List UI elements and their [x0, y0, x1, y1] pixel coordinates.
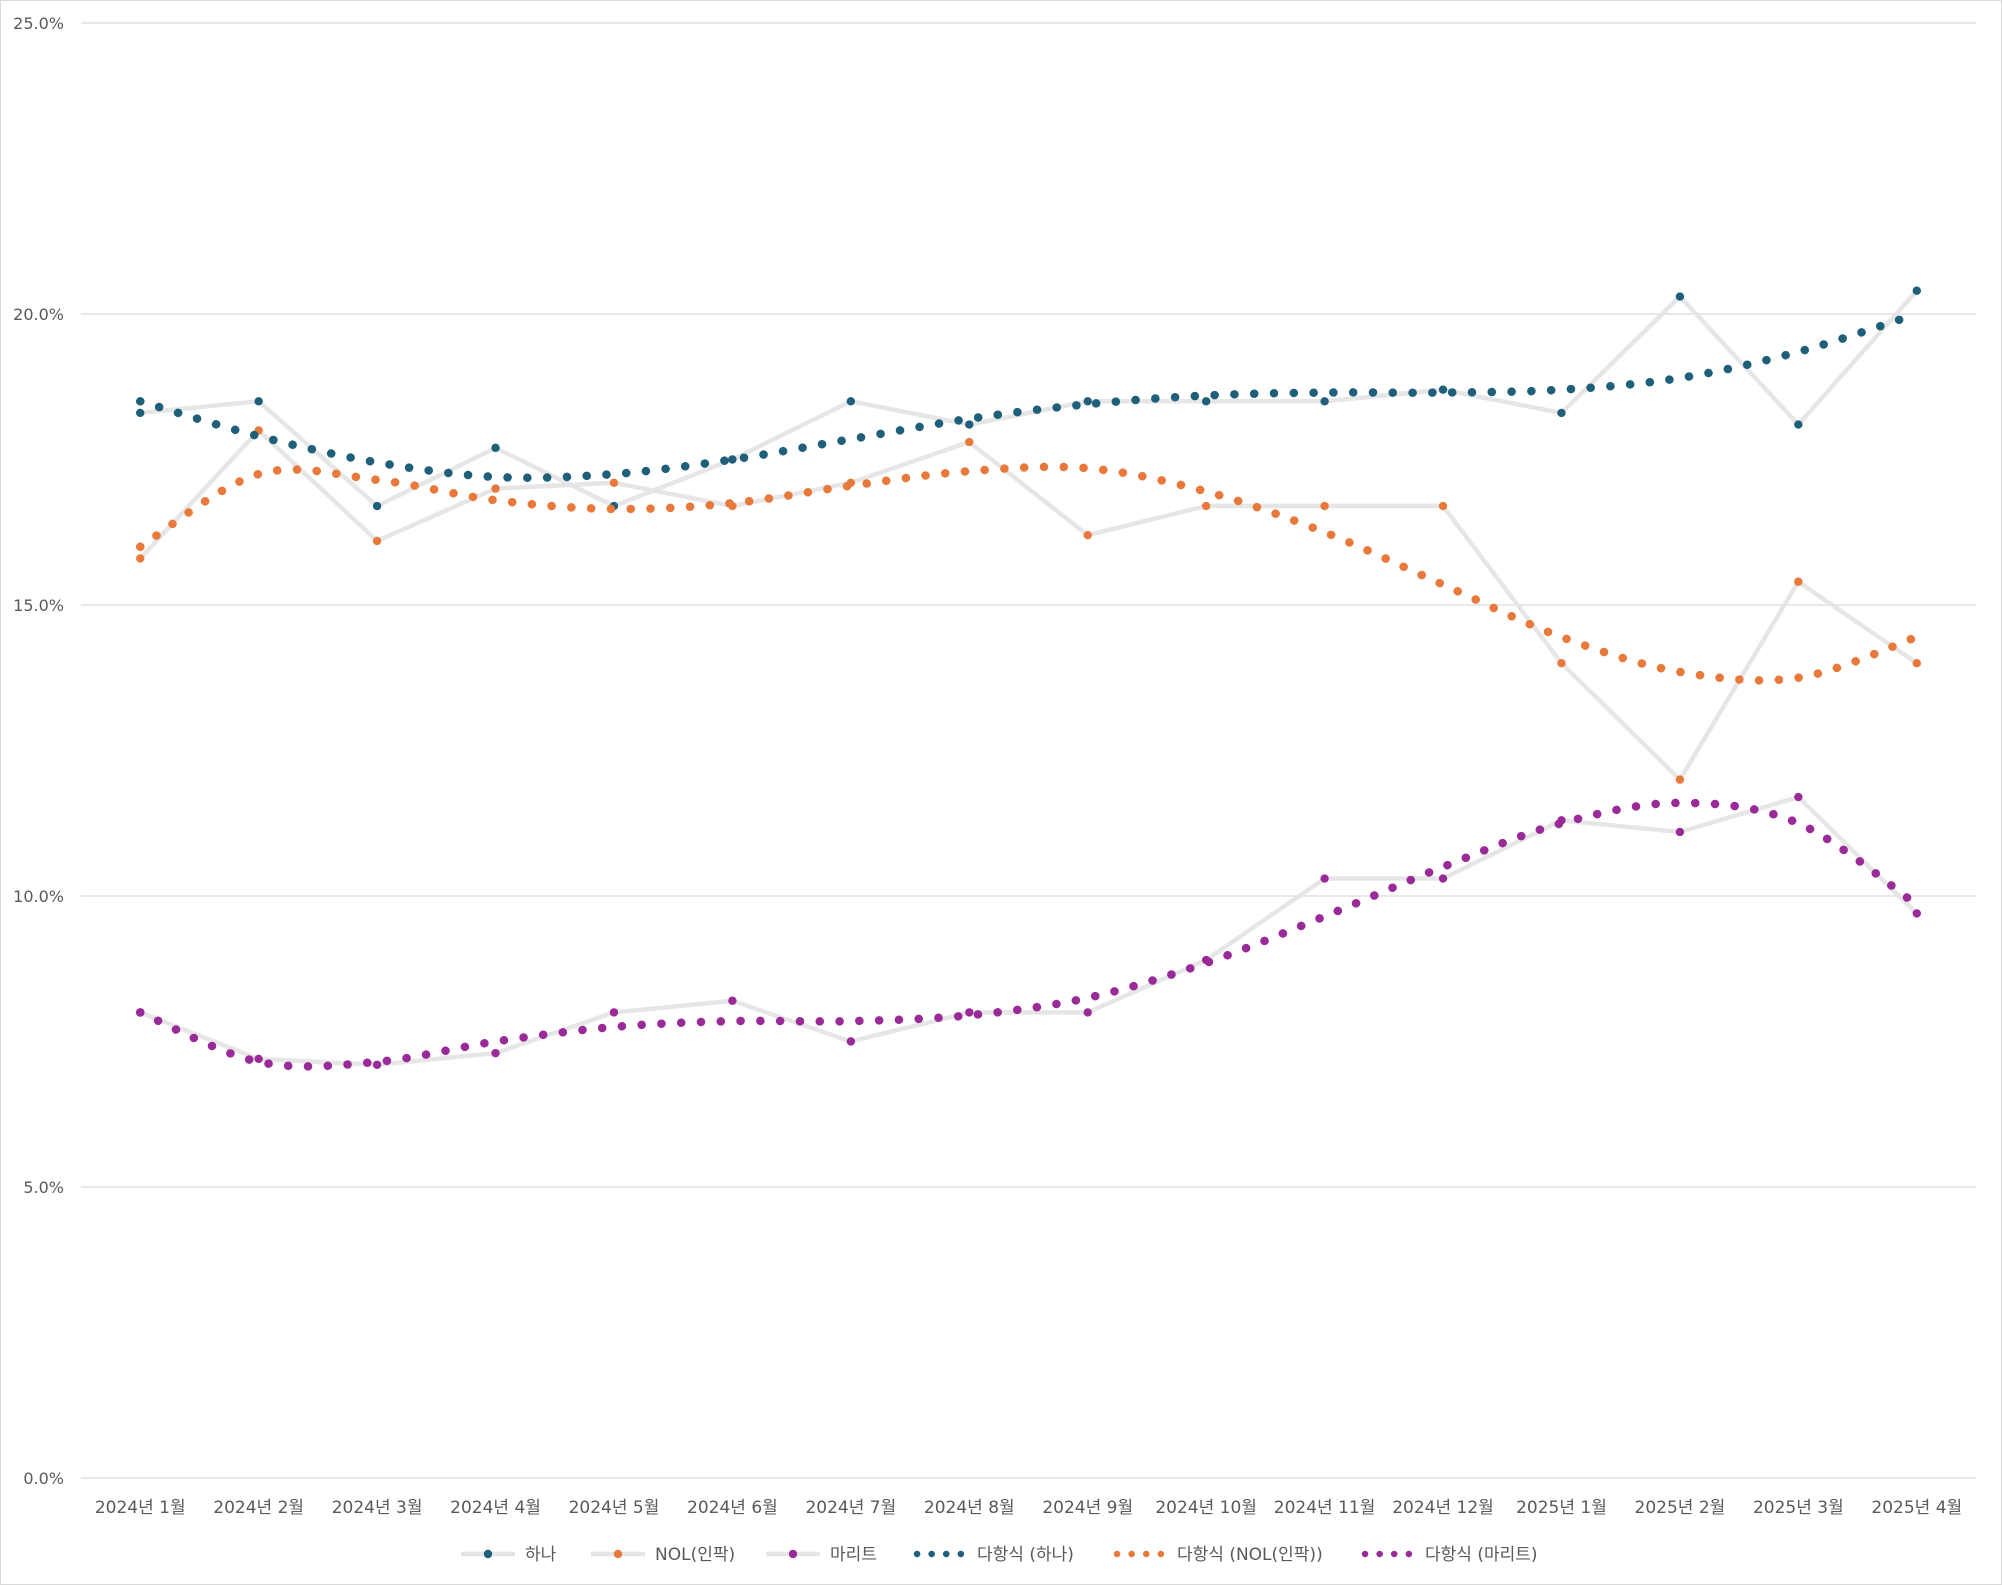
- data-point: [846, 397, 856, 406]
- data-point: [1438, 501, 1448, 511]
- data-point: [846, 1037, 856, 1046]
- x-tick-label: 2024년 8월: [924, 1498, 1015, 1518]
- data-point: [965, 437, 974, 447]
- data-point: [1912, 659, 1921, 668]
- x-tick-label: 2024년 6월: [687, 1498, 778, 1518]
- legend-marker: [788, 1549, 798, 1559]
- legend-label: 다항식 (마리트): [1425, 1545, 1538, 1565]
- x-tick-label: 2025년 2월: [1635, 1498, 1726, 1518]
- series-NOL(인팍): [136, 426, 1921, 784]
- y-tick-label: 15.0%: [13, 596, 64, 615]
- y-tick-label: 20.0%: [13, 305, 64, 324]
- legend-item: 하나: [461, 1545, 557, 1565]
- x-tick-label: 2024년 2월: [213, 1498, 304, 1518]
- data-point: [1557, 659, 1566, 668]
- x-tick-label: 2024년 11월: [1274, 1498, 1376, 1518]
- series-하나: [136, 286, 1921, 511]
- y-axis: 0.0% 5.0% 10.0% 15.0% 20.0% 25.0%: [13, 14, 64, 1488]
- x-tick-label: 2024년 5월: [569, 1498, 660, 1518]
- x-tick-label: 2024년 12월: [1392, 1498, 1494, 1518]
- legend-label: 마리트: [830, 1545, 877, 1565]
- data-point: [491, 484, 500, 493]
- x-tick-label: 2025년 4월: [1871, 1498, 1962, 1518]
- data-point: [1912, 286, 1921, 295]
- y-tick-label: 10.0%: [13, 887, 64, 906]
- data-point: [609, 1008, 619, 1017]
- legend-label: 다항식 (NOL(인팍)): [1177, 1545, 1323, 1565]
- data-point: [254, 1054, 263, 1064]
- data-point: [1675, 292, 1685, 301]
- data-point: [254, 397, 263, 406]
- data-point: [1675, 775, 1685, 784]
- trendline-다항식 (NOL(인팍)): [135, 462, 1922, 685]
- data-point: [1557, 408, 1566, 418]
- data-point: [1438, 874, 1448, 883]
- x-tick-label: 2025년 1월: [1516, 1498, 1607, 1518]
- data-point: [491, 443, 500, 453]
- y-tick-label: 5.0%: [23, 1178, 64, 1197]
- series-line: [139, 289, 1919, 509]
- data-point: [965, 1008, 974, 1017]
- data-point: [1320, 501, 1329, 511]
- data-point: [1794, 792, 1803, 802]
- data-point: [1320, 874, 1329, 883]
- legend-marker: [483, 1549, 493, 1559]
- legend-marker: [613, 1549, 623, 1559]
- data-point: [372, 536, 382, 546]
- y-tick-label: 25.0%: [13, 14, 64, 33]
- data-point: [1083, 397, 1092, 406]
- data-point: [1438, 385, 1448, 394]
- data-point: [136, 554, 145, 563]
- trendline-다항식 (마리트): [135, 798, 1922, 1071]
- x-tick-label: 2024년 4월: [450, 1498, 541, 1518]
- x-tick-label: 2025년 3월: [1753, 1498, 1844, 1518]
- data-point: [1794, 577, 1803, 586]
- data-point: [728, 996, 737, 1005]
- data-point: [1912, 909, 1921, 918]
- data-point: [136, 408, 145, 418]
- data-point: [1794, 420, 1803, 429]
- data-point: [609, 478, 619, 487]
- x-tick-label: 2024년 7월: [805, 1498, 896, 1518]
- gridlines: [81, 22, 1976, 1479]
- data-point: [1675, 827, 1685, 837]
- data-point: [728, 455, 737, 464]
- series-line: [138, 428, 1919, 782]
- legend-item: 마리트: [766, 1545, 877, 1565]
- legend-label: NOL(인팍): [655, 1545, 735, 1565]
- plot-area: [135, 286, 1922, 1071]
- data-point: [1083, 530, 1092, 540]
- data-point: [372, 1060, 382, 1069]
- data-point: [1201, 501, 1211, 511]
- series-line: [139, 794, 1919, 1068]
- legend-item: 다항식 (하나): [913, 1545, 1074, 1565]
- x-tick-label: 2024년 3월: [332, 1498, 423, 1518]
- x-tick-label: 2024년 9월: [1042, 1498, 1133, 1518]
- legend-item: 다항식 (마리트): [1361, 1545, 1538, 1565]
- legend-item: NOL(인팍): [591, 1545, 735, 1565]
- y-tick-label: 0.0%: [23, 1469, 64, 1488]
- series-마리트: [136, 792, 1921, 1069]
- data-point: [491, 1048, 500, 1058]
- data-point: [1083, 1008, 1092, 1017]
- trendline-다항식 (하나): [135, 309, 1922, 482]
- legend-label: 하나: [525, 1545, 557, 1565]
- x-tick-label: 2024년 1월: [95, 1498, 186, 1518]
- legend-label: 다항식 (하나): [977, 1545, 1074, 1565]
- x-tick-label: 2024년 10월: [1155, 1498, 1257, 1518]
- legend-item: 다항식 (NOL(인팍)): [1113, 1545, 1323, 1565]
- x-axis: 2024년 1월 2024년 2월 2024년 3월 2024년 4월 2024년 5월…: [95, 1498, 1962, 1518]
- data-point: [1201, 397, 1211, 406]
- data-point: [1320, 397, 1329, 406]
- data-point: [965, 420, 974, 429]
- legend: 하나 NOL(인팍) 마리트 다항식 (하나) 다항식 (NOL(인팍)) 다항식 (마리…: [461, 1545, 1538, 1565]
- data-point: [372, 501, 382, 511]
